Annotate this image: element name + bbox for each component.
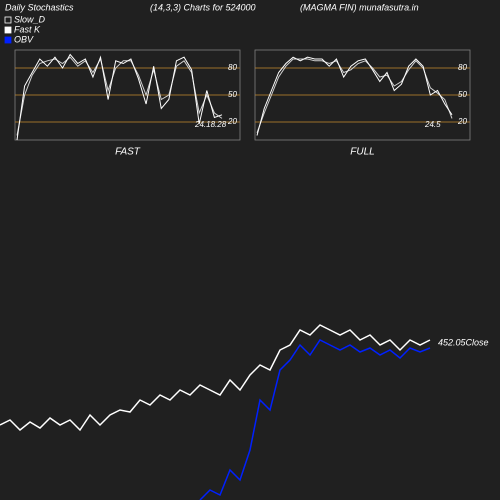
legend-swatch [5, 27, 11, 33]
y-tick-label: 50 [458, 90, 467, 99]
panel-label: FAST [115, 147, 141, 158]
panel-label: FULL [350, 147, 374, 158]
title-right: (MAGMA FIN) munafasutra.in [300, 2, 419, 12]
legend-label: OBV [14, 34, 34, 44]
chart-container: Daily Stochastics (14,3,3) Charts for 524… [0, 0, 500, 500]
y-tick-label: 50 [228, 90, 237, 99]
panel-annotation: 24.5 [424, 120, 441, 129]
legend-label: Slow_D [14, 14, 46, 24]
y-tick-label: 80 [228, 63, 237, 72]
legend-label: Fast K [14, 24, 41, 34]
y-tick-label: 20 [227, 117, 237, 126]
panel-annotation: 24.18.28 [194, 120, 227, 129]
y-tick-label: 80 [458, 63, 467, 72]
title-left: Daily Stochastics [5, 2, 74, 12]
close-label: 452.05Close [438, 337, 489, 347]
title-center: (14,3,3) Charts for 524000 [150, 2, 256, 12]
y-tick-label: 20 [457, 117, 467, 126]
legend-swatch [5, 37, 11, 43]
